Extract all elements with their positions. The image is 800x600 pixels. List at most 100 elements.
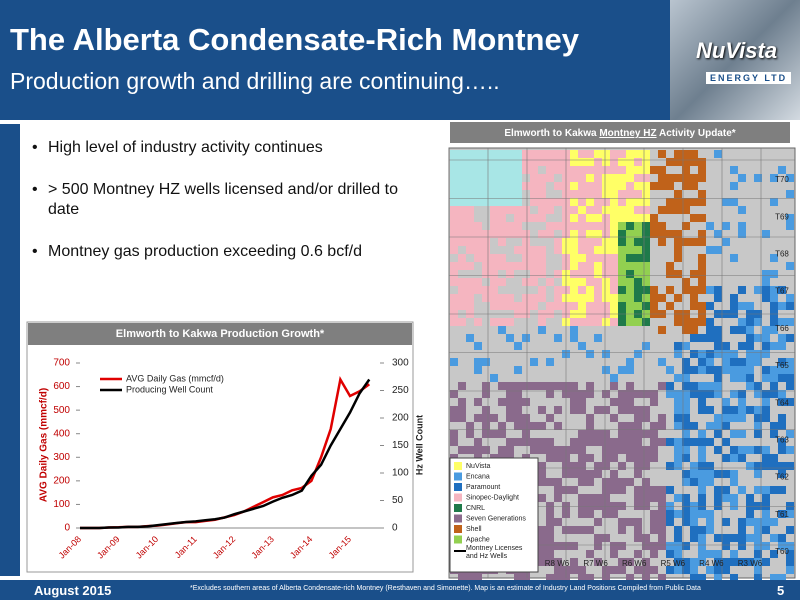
map-cell (738, 222, 746, 230)
map-cell (762, 342, 770, 350)
map-cell (610, 230, 618, 238)
map-cell (698, 318, 706, 326)
map-cell (746, 334, 754, 342)
map-cell (474, 574, 482, 580)
map-cell (634, 254, 642, 262)
map-cell (626, 406, 634, 414)
map-cell (786, 510, 794, 518)
map-cell (618, 238, 626, 246)
map-cell (594, 254, 602, 262)
map-cell (770, 422, 778, 430)
map-cell (610, 214, 618, 222)
map-cell (658, 438, 666, 446)
line-series (80, 378, 371, 530)
map-cell (642, 198, 650, 206)
map-cell (506, 334, 514, 342)
map-cell (642, 318, 650, 326)
map-cell (730, 414, 738, 422)
map-cell (578, 478, 586, 486)
map-cell (482, 262, 490, 270)
map-cell (570, 390, 578, 398)
map-title-part: Montney HZ (599, 128, 656, 139)
map-cell (706, 246, 714, 254)
map-cell (546, 206, 554, 214)
map-cell (530, 182, 538, 190)
map-cell (578, 262, 586, 270)
map-cell (482, 246, 490, 254)
map-cell (538, 318, 546, 326)
map-cell (634, 350, 642, 358)
map-cell (770, 534, 778, 542)
y-tick-label: 100 (53, 499, 70, 510)
map-cell (570, 158, 578, 166)
map-cell (514, 302, 522, 310)
map-cell (698, 438, 706, 446)
map-cell (474, 254, 482, 262)
map-legend-label: Seven Generations (466, 515, 526, 522)
map-cell (498, 278, 506, 286)
map-cell (658, 422, 666, 430)
map-cell (738, 430, 746, 438)
chart-frame (26, 321, 414, 573)
township-label: T62 (775, 473, 789, 482)
map-cell (538, 478, 546, 486)
map-cell (634, 294, 642, 302)
map-cell (754, 430, 762, 438)
map-cell (650, 430, 658, 438)
map-cell (714, 430, 722, 438)
map-cell (714, 230, 722, 238)
map-cell (578, 158, 586, 166)
map-cell (682, 558, 690, 566)
map-cell (698, 534, 706, 542)
map-cell (706, 462, 714, 470)
logo: NuVista ENERGY LTD (670, 0, 800, 120)
map-cell (722, 358, 730, 366)
map-cell (538, 382, 546, 390)
map-cell (546, 278, 554, 286)
y-tick-label: 0 (64, 523, 70, 534)
map-cell (522, 150, 530, 158)
map-cell (746, 358, 754, 366)
map-cell (586, 478, 594, 486)
logo-name: NuVista (696, 38, 778, 63)
map-cell (458, 174, 466, 182)
map-cell (666, 198, 674, 206)
map-cell (698, 358, 706, 366)
map-cell (650, 542, 658, 550)
map-cell (594, 190, 602, 198)
map-cell (490, 158, 498, 166)
map-cell (554, 150, 562, 158)
map-cell (730, 302, 738, 310)
map-cell (578, 318, 586, 326)
map-cell (530, 270, 538, 278)
map-cell (746, 382, 754, 390)
map-cell (618, 390, 626, 398)
map-cell (498, 166, 506, 174)
map-cell (658, 222, 666, 230)
map-cell (746, 326, 754, 334)
map-cell (506, 174, 514, 182)
map-cell (690, 470, 698, 478)
legend-label: AVG Daily Gas (mmcf/d) (126, 373, 224, 383)
map-cell (658, 358, 666, 366)
map-cell (642, 414, 650, 422)
map-cell (522, 206, 530, 214)
map-cell (594, 270, 602, 278)
map-cell (714, 502, 722, 510)
map-cell (490, 270, 498, 278)
map-cell (786, 222, 794, 230)
map-cell (682, 430, 690, 438)
map-cell (522, 414, 530, 422)
map-cell (698, 158, 706, 166)
map-cell (618, 286, 626, 294)
map-cell (754, 446, 762, 454)
map-cell (482, 270, 490, 278)
map-cell (738, 414, 746, 422)
map-cell (754, 422, 762, 430)
map-cell (634, 414, 642, 422)
map-cell (498, 190, 506, 198)
map-cell (786, 334, 794, 342)
map-cell (546, 174, 554, 182)
map-cell (586, 254, 594, 262)
map-cell (778, 334, 786, 342)
